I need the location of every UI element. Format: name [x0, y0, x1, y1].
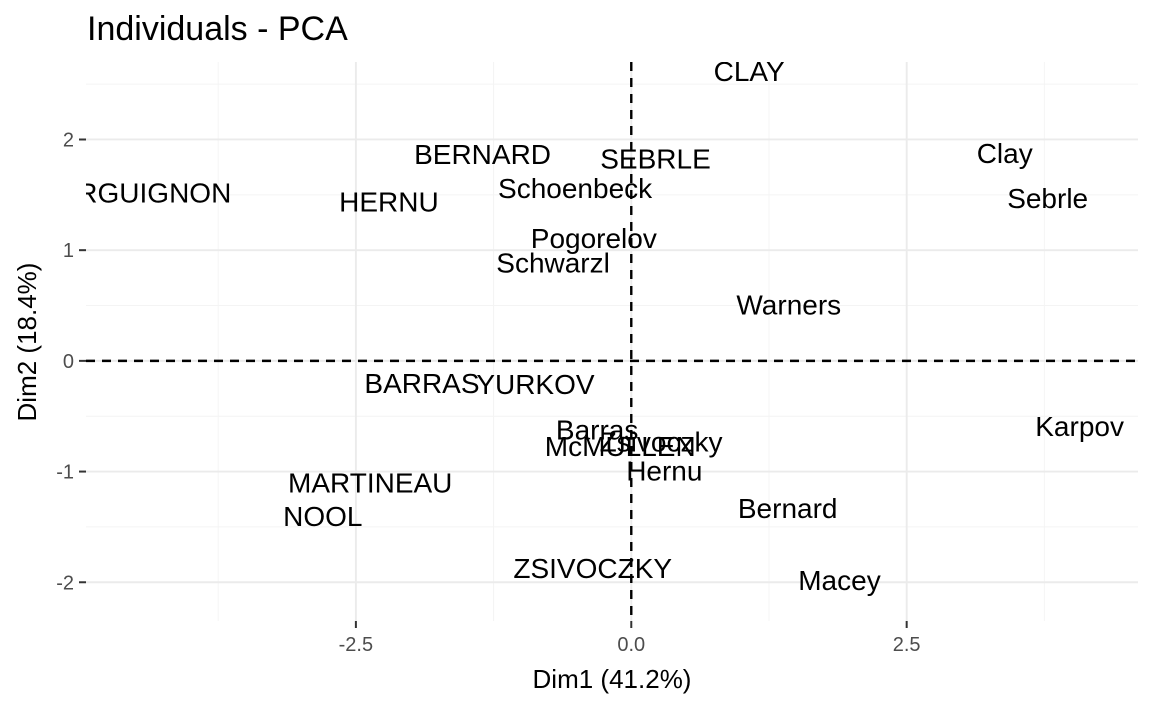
point-label: Schoenbeck [498, 173, 653, 204]
point-label: Clay [977, 138, 1033, 169]
point-label: Sebrle [1007, 183, 1088, 214]
x-axis-title: Dim1 (41.2%) [533, 664, 692, 694]
point-label: McMULLEN [545, 431, 696, 462]
chart-title: Individuals - PCA [87, 10, 348, 48]
point-label: YURKOV [476, 369, 595, 400]
point-label: Schwarzl [496, 247, 610, 278]
y-tick-label: -2 [56, 572, 74, 594]
grid [86, 62, 1138, 621]
point-label: SEBRLE [600, 143, 711, 174]
y-tick-label: -1 [56, 462, 74, 484]
x-axis: -2.5 0.0 2.5 [339, 621, 921, 656]
y-axis-title: Dim2 (18.4%) [12, 263, 42, 422]
x-tick-label: 2.5 [893, 634, 921, 656]
point-labels: CLAY BERNARD SEBRLE Clay RGUIGNON Schoenbeck H… [77, 56, 1124, 596]
y-axis: -2 -1 0 1 2 [56, 129, 86, 594]
point-label: MARTINEAU [288, 468, 452, 499]
x-tick-label: -2.5 [339, 634, 373, 656]
y-tick-label: 0 [63, 351, 74, 373]
point-label: Pogorelov [531, 223, 657, 254]
y-tick-label: 1 [63, 240, 74, 262]
point-label: Hernu [626, 455, 702, 486]
point-label: Macey [798, 565, 880, 596]
point-label: BARRAS [364, 368, 479, 399]
point-label: Zsivoczky [600, 427, 723, 458]
point-label: CLAY [714, 56, 785, 87]
point-label: Karpov [1035, 411, 1124, 442]
point-label: ZSIVOCZKY [513, 553, 672, 584]
reference-lines [86, 62, 1138, 621]
point-label: Barras [556, 415, 638, 446]
x-tick-label: 0.0 [617, 634, 645, 656]
point-label: Bernard [738, 493, 838, 524]
point-label: Warners [736, 289, 841, 320]
point-label: RGUIGNON [77, 178, 231, 209]
y-tick-label: 2 [63, 129, 74, 151]
point-label: BERNARD [414, 139, 551, 170]
point-label: HERNU [339, 186, 439, 217]
point-label: NOOL [283, 501, 362, 532]
